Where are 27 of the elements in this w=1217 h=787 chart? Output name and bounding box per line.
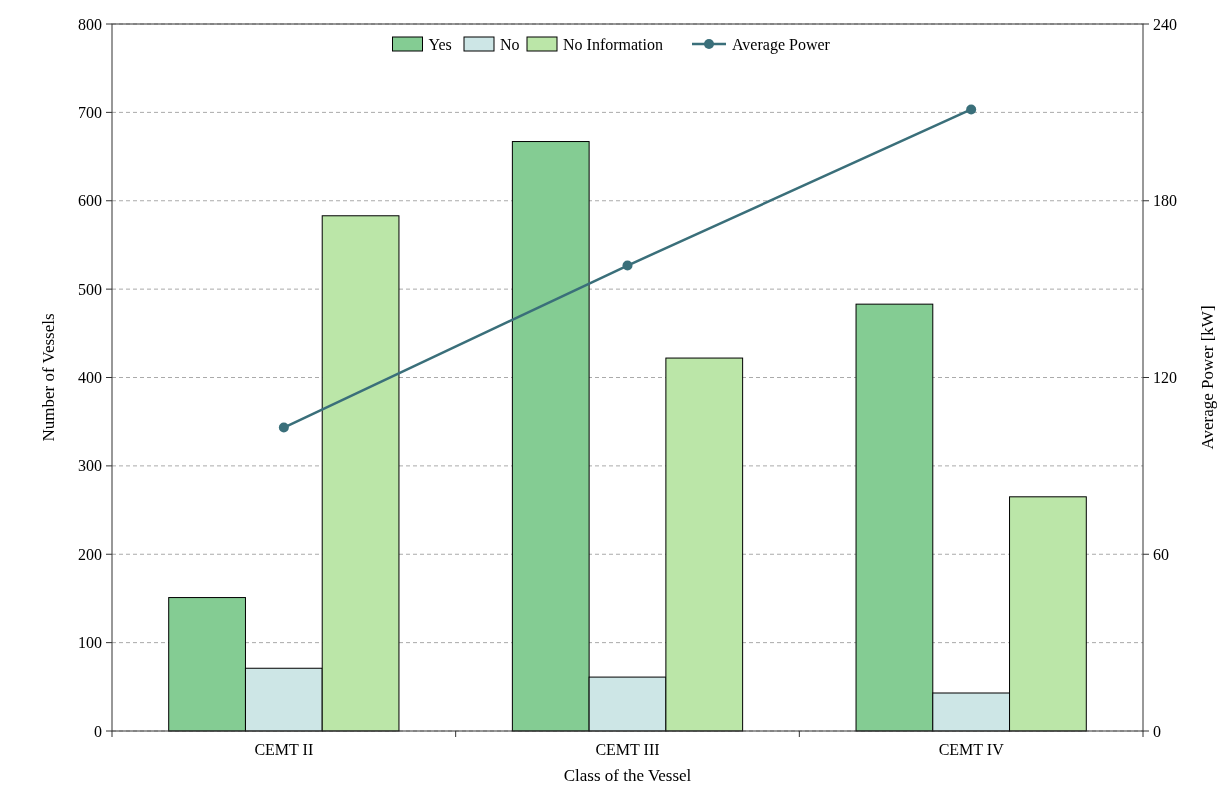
y-tick-label: 600 [78,192,102,210]
y-tick-label: 100 [78,634,102,652]
x-tick-label: CEMT III [595,741,660,758]
legend-label: Average Power [732,35,831,54]
legend-label: No [500,35,520,53]
legend-label: No Information [563,35,663,53]
y2-tick-label: 60 [1153,545,1169,563]
x-tick-label: CEMT IV [938,741,1005,758]
y2-axis-title: Average Power [kW] [1198,305,1217,450]
y-tick-label: 400 [78,369,102,387]
y2-tick-label: 180 [1153,192,1177,210]
y-tick-label: 0 [94,722,102,740]
point [622,260,633,271]
y-tick-label: 800 [78,15,102,33]
y2-tick-label: 120 [1153,369,1177,387]
y-axis-title: Number of Vessels [39,313,58,442]
y2-tick-label: 0 [1153,722,1161,740]
legend-label: Yes [428,35,452,53]
x-axis-title: Class of the Vessel [563,766,692,785]
y-tick-label: 700 [78,103,102,121]
x-tick-label: CEMT II [254,741,314,758]
y-tick-label: 500 [78,280,102,298]
y-tick-label: 300 [78,457,102,475]
y2-tick-label: 240 [1153,15,1177,33]
point [278,422,289,433]
y-tick-label: 200 [78,545,102,563]
point [966,104,977,115]
